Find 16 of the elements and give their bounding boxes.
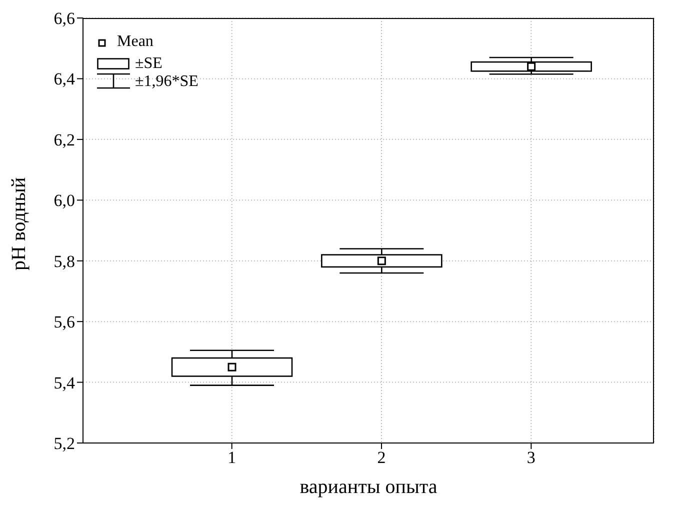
x-tick-label: 1 — [228, 448, 236, 468]
y-tick-label: 6,2 — [54, 130, 75, 150]
y-tick-label: 5,8 — [54, 252, 75, 271]
annotation: Mean — [117, 33, 154, 51]
x-tick-label: 2 — [377, 448, 386, 468]
y-tick-label: 6,6 — [54, 9, 75, 28]
y-tick-label: 6,0 — [54, 191, 75, 210]
y-tick-label: 5,6 — [54, 312, 75, 332]
y-tick-label: 6,4 — [54, 70, 76, 89]
x-tick-label: 3 — [526, 448, 536, 468]
annotation: ±1,96*SE — [135, 73, 198, 91]
annotation: ±SE — [135, 55, 162, 73]
y-axis-title: pH водный — [8, 177, 30, 270]
y-tick-label: 5,4 — [54, 373, 76, 392]
x-axis-title: варианты опыта — [300, 476, 438, 498]
y-tick-label: 5,2 — [54, 434, 75, 454]
